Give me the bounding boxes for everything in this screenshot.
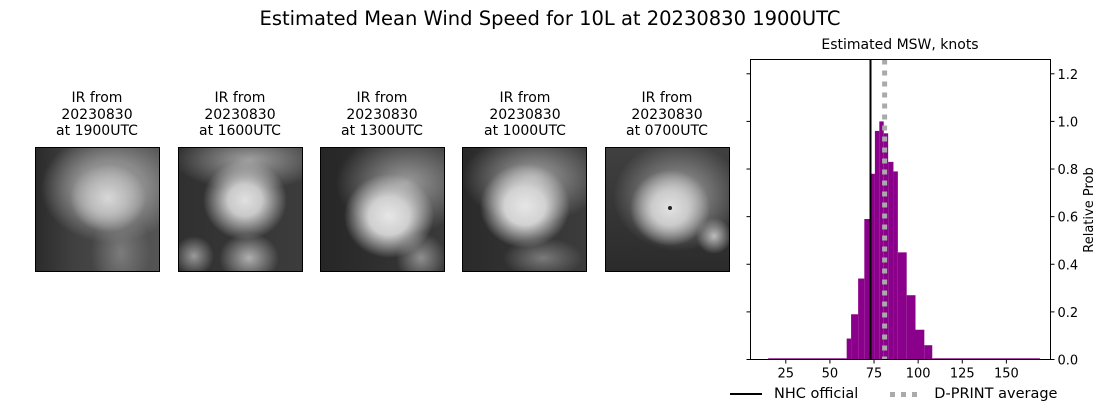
x-tick-label: 25 xyxy=(778,367,795,382)
ir-panel-title-5: IR from 20230830 at 0700UTC xyxy=(626,90,708,139)
histogram-bar xyxy=(906,295,916,360)
histogram-bar xyxy=(864,219,871,360)
histogram-bar xyxy=(883,133,889,360)
y-tick-label: 0.0 xyxy=(1058,354,1079,369)
y-axis-ticks: 0.0 0.2 0.4 0.6 0.8 1.0 1.2 xyxy=(746,68,1079,369)
ir-panel-title-2: IR from 20230830 at 1600UTC xyxy=(199,90,281,139)
y-axis-label: Relative Prob xyxy=(1082,167,1097,252)
histogram-bar xyxy=(858,278,865,360)
histogram-bar xyxy=(874,130,880,360)
dprint-legend-swatch xyxy=(890,391,923,397)
histogram-bar xyxy=(897,252,907,360)
nhc-legend-swatch xyxy=(730,393,762,395)
ir-satellite-image-2 xyxy=(178,147,303,272)
histogram-bar xyxy=(924,345,933,360)
reference-lines xyxy=(869,59,888,360)
histogram-bar xyxy=(888,161,894,360)
histogram-bars xyxy=(768,121,1040,360)
y-tick-label: 0.6 xyxy=(1058,211,1079,226)
histogram-bar xyxy=(932,358,1040,360)
y-tick-label: 1.0 xyxy=(1058,115,1079,130)
ir-panel-title-4: IR from 20230830 at 1000UTC xyxy=(484,90,566,139)
y-tick-label: 0.4 xyxy=(1058,258,1079,273)
histogram-bar xyxy=(879,121,884,360)
x-tick-label: 100 xyxy=(906,367,931,382)
x-tick-label: 150 xyxy=(994,367,1019,382)
ir-panel-title-3: IR from 20230830 at 1300UTC xyxy=(341,90,423,139)
x-tick-label: 75 xyxy=(866,367,883,382)
chart-title: Estimated MSW, knots xyxy=(821,37,979,53)
ir-satellite-image-1 xyxy=(35,147,160,272)
ir-satellite-image-3 xyxy=(320,147,445,272)
dprint-legend-label: D-PRINT average xyxy=(934,386,1058,402)
histogram-bar xyxy=(870,173,875,360)
histogram-bar xyxy=(851,314,859,360)
ir-panel-title-1: IR from 20230830 at 1900UTC xyxy=(56,90,138,139)
y-tick-label: 0.8 xyxy=(1058,163,1079,178)
histogram-bar xyxy=(915,329,925,360)
histogram-bar xyxy=(846,338,852,360)
ir-satellite-image-4 xyxy=(462,147,587,272)
ir-satellite-image-5 xyxy=(605,147,730,272)
x-axis-ticks: 25 50 75 100 125 150 xyxy=(778,359,1019,382)
x-tick-label: 50 xyxy=(822,367,839,382)
figure-suptitle: Estimated Mean Wind Speed for 10L at 202… xyxy=(259,7,841,30)
x-tick-label: 125 xyxy=(950,367,975,382)
legend: NHC official D-PRINT average xyxy=(730,386,1057,402)
plot-frame xyxy=(750,59,1051,360)
y-tick-label: 0.2 xyxy=(1058,306,1079,321)
storm-eye xyxy=(668,206,672,210)
nhc-legend-label: NHC official xyxy=(774,386,859,402)
y-tick-label: 1.2 xyxy=(1058,68,1079,83)
histogram-bar xyxy=(768,358,847,360)
histogram-bar xyxy=(893,171,898,360)
